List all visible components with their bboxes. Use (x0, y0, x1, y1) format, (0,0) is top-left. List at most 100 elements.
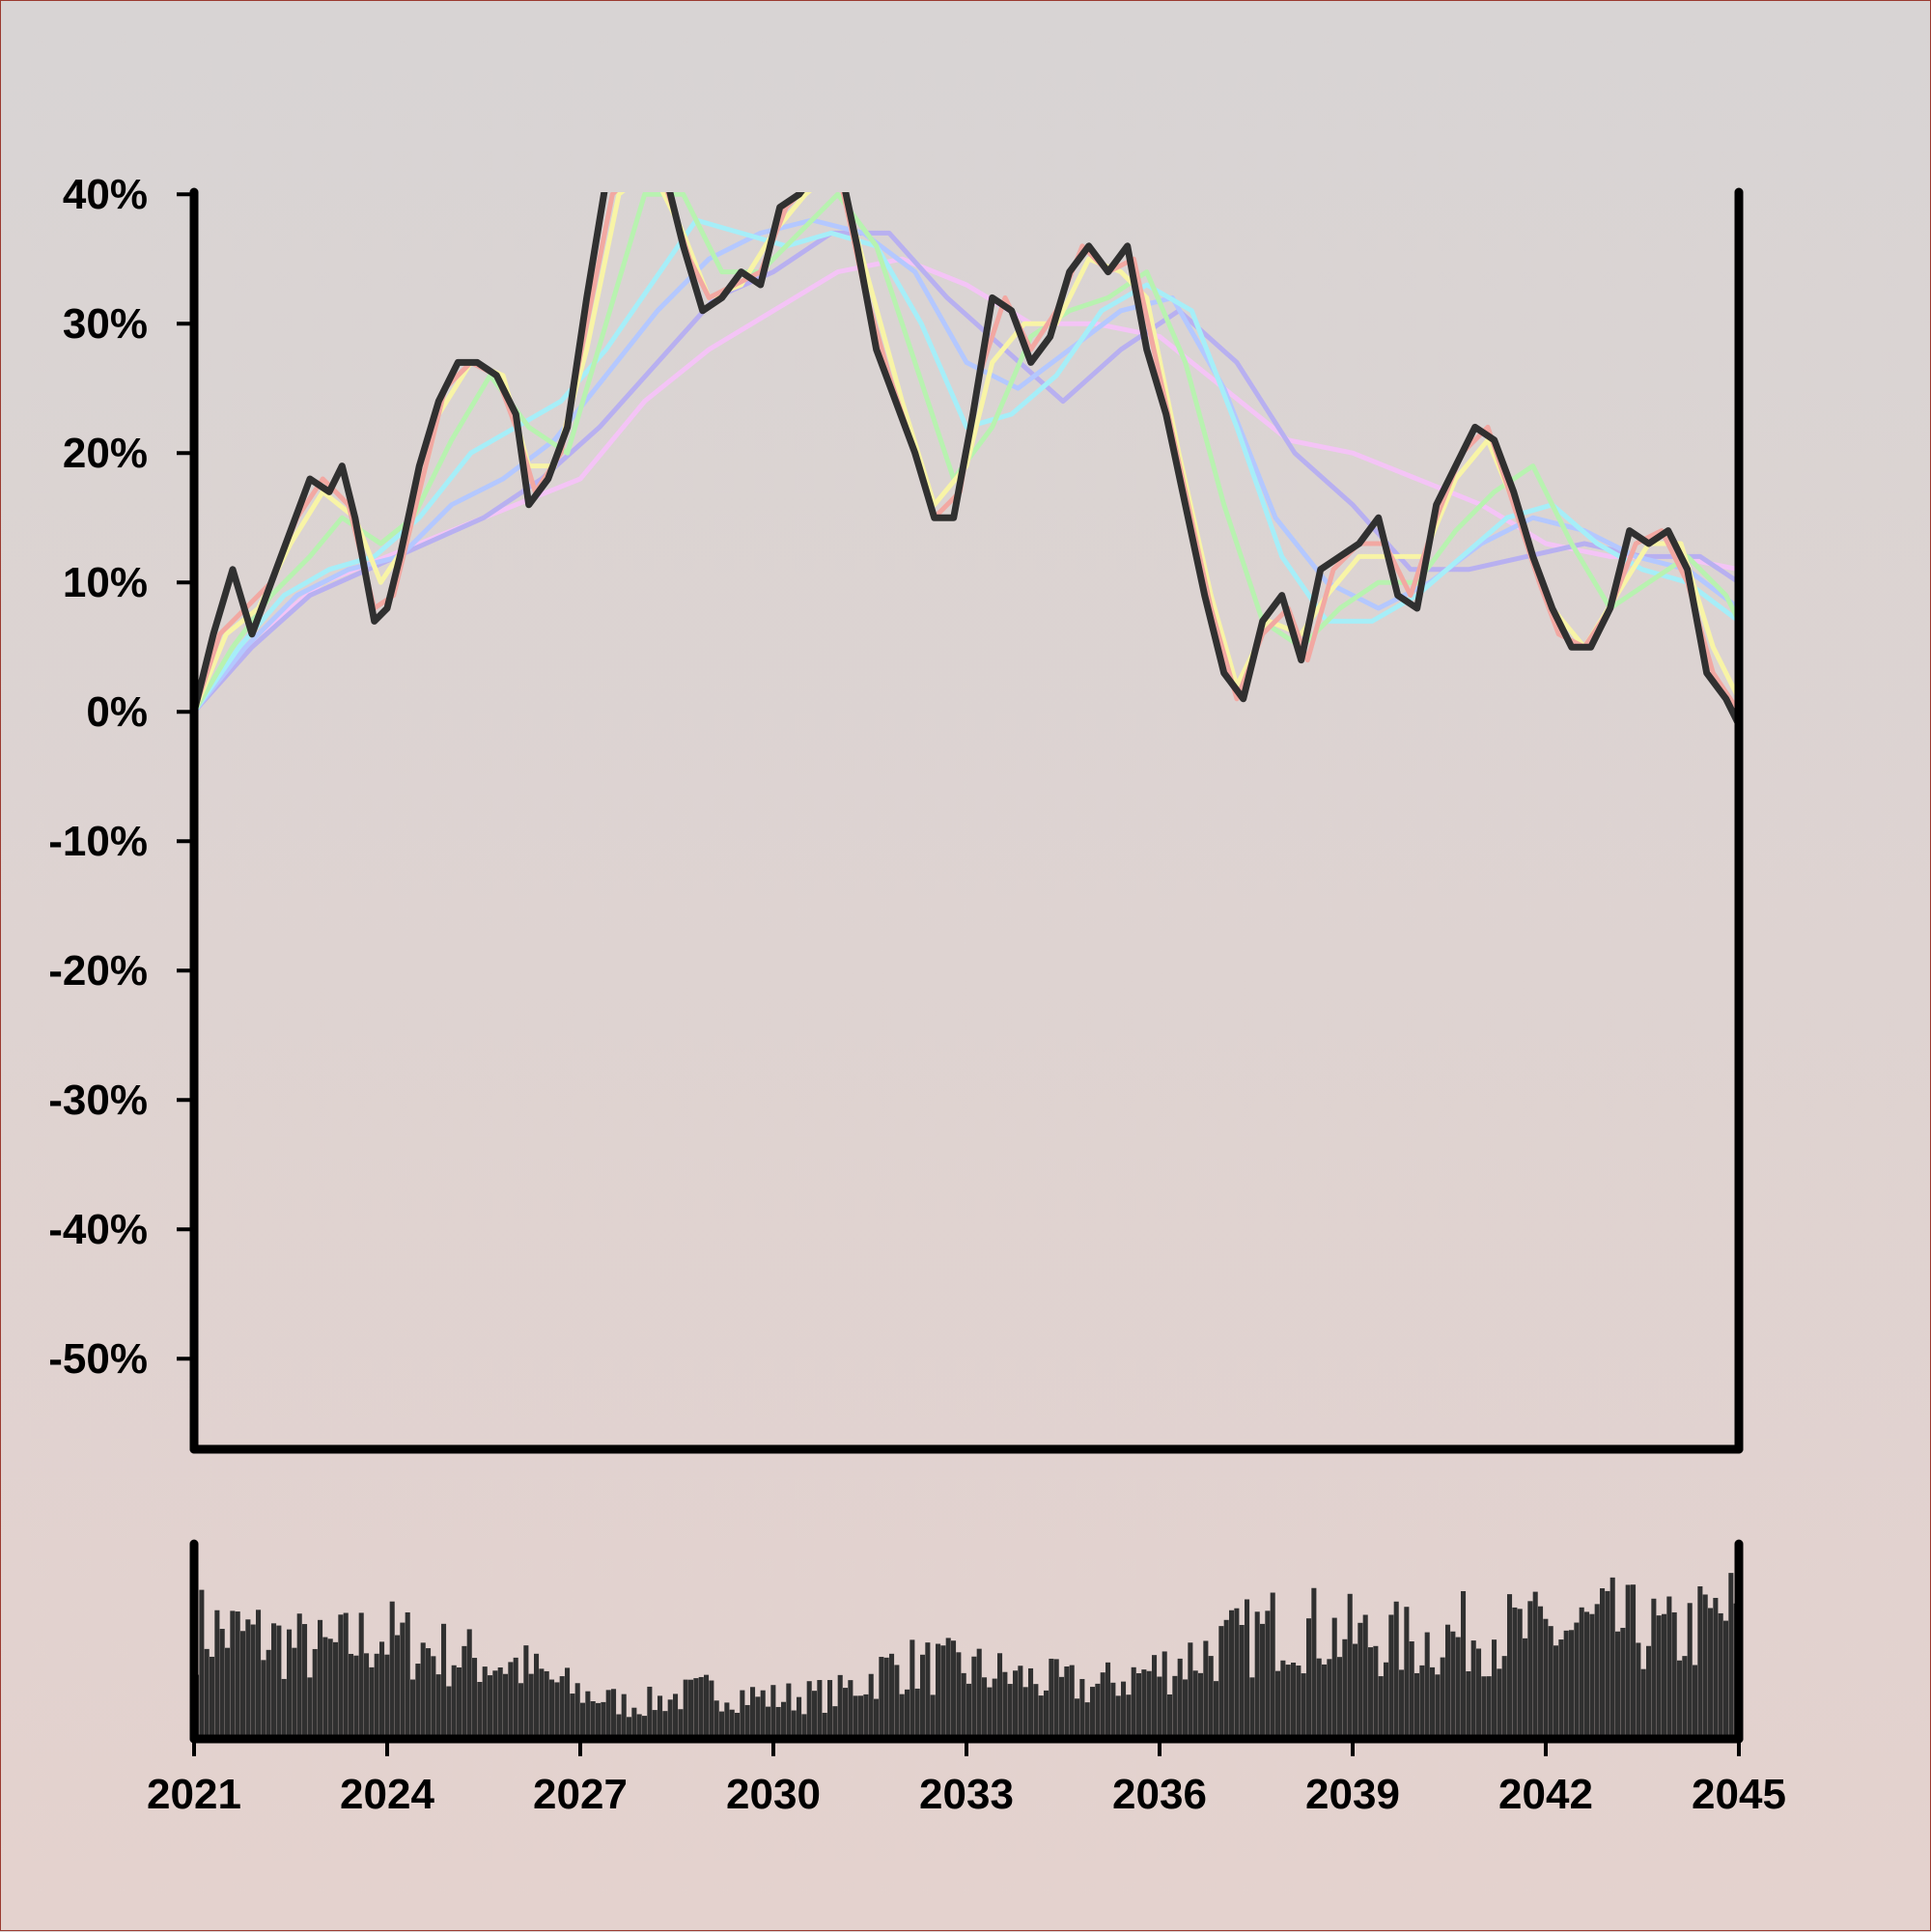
volume-bar (822, 1712, 827, 1739)
volume-bar (1188, 1642, 1193, 1739)
volume-bar (883, 1657, 889, 1739)
x-tick-label: 2039 (1305, 1771, 1400, 1818)
volume-bar (667, 1699, 673, 1739)
volume-bar (899, 1694, 905, 1739)
volume-bar (554, 1682, 560, 1739)
volume-bar (920, 1654, 926, 1739)
volume-bar (894, 1665, 900, 1739)
x-tick-label: 2030 (726, 1771, 821, 1818)
volume-bar (523, 1645, 529, 1739)
volume-bar (462, 1645, 467, 1739)
series-line-6 (194, 230, 1739, 714)
volume-bar (1563, 1630, 1569, 1739)
volume-bar (781, 1701, 787, 1739)
volume-bar (1646, 1645, 1652, 1739)
volume-bar (827, 1680, 833, 1739)
volume-bar (1161, 1651, 1167, 1739)
volume-bar (1100, 1672, 1105, 1739)
volume-bar (1285, 1665, 1291, 1739)
volume-bar (1079, 1678, 1085, 1739)
volume-bar (497, 1667, 503, 1739)
volume-bar (1331, 1617, 1337, 1739)
volume-bar (760, 1690, 766, 1739)
volume-bar (1260, 1623, 1266, 1739)
volume-bar (349, 1653, 354, 1739)
volume-bar (1548, 1626, 1553, 1739)
volume-bar (1470, 1640, 1476, 1739)
volume-bar (740, 1690, 745, 1739)
volume-bar (1218, 1626, 1224, 1739)
volume-bar (235, 1611, 240, 1739)
volume-bar (570, 1694, 575, 1739)
volume-bar (1615, 1631, 1621, 1739)
volume-bar (709, 1680, 714, 1739)
y-tick-label: 20% (63, 430, 148, 477)
volume-bar (1311, 1587, 1317, 1739)
volume-bar (312, 1648, 318, 1739)
volume-bar (559, 1676, 565, 1739)
volume-bar (1322, 1664, 1328, 1739)
volume-bar (1450, 1631, 1456, 1739)
x-tick-label: 2033 (919, 1771, 1014, 1818)
volume-bar (1002, 1671, 1008, 1739)
volume-bar (951, 1640, 957, 1739)
volume-bar (1342, 1638, 1348, 1739)
volume-bar (400, 1622, 406, 1739)
y-tick-label: 0% (86, 688, 148, 736)
y-tick-label: -30% (48, 1077, 148, 1124)
volume-bar (698, 1676, 704, 1739)
volume-bar (744, 1704, 750, 1739)
volume-bar (466, 1629, 472, 1739)
volume-bar (1728, 1573, 1734, 1739)
volume-bar (1022, 1687, 1028, 1739)
volume-bar (652, 1710, 658, 1739)
volume-bar (292, 1647, 297, 1739)
volume-bar (976, 1648, 982, 1739)
volume-bar (837, 1674, 843, 1739)
volume-bar (451, 1665, 457, 1739)
volume-bar (1059, 1676, 1065, 1739)
volume-bar (1214, 1681, 1219, 1739)
volume-bar (435, 1674, 441, 1739)
volume-bar (230, 1610, 236, 1739)
volume-bar (1306, 1618, 1312, 1739)
volume-bar (1440, 1657, 1445, 1739)
volume-bar (889, 1653, 895, 1739)
volume-bar (601, 1701, 606, 1739)
volume-bar (1203, 1640, 1209, 1739)
volume-bar (1507, 1594, 1513, 1739)
volume-bar (770, 1685, 776, 1739)
volume-bar (1527, 1601, 1533, 1739)
volume-bar (1677, 1660, 1683, 1739)
volume-bar (1492, 1639, 1497, 1739)
volume-bar (580, 1702, 586, 1739)
volume-bar (693, 1678, 699, 1739)
volume-bar (1270, 1592, 1275, 1739)
volume-bar (508, 1662, 514, 1739)
volume-bar (735, 1713, 741, 1739)
volume-bar (1172, 1675, 1178, 1739)
volume-bar (719, 1711, 725, 1739)
volume-bar (688, 1679, 694, 1739)
volume-bar (1625, 1584, 1631, 1739)
volume-bar (1157, 1676, 1162, 1739)
volume-bar (1620, 1627, 1626, 1739)
volume-bar (832, 1706, 838, 1739)
volume-bar (636, 1714, 642, 1739)
volume-bar (1517, 1609, 1523, 1739)
volume-bar (596, 1702, 602, 1739)
volume-bar (1682, 1656, 1688, 1739)
volume-bar (729, 1709, 735, 1739)
volume-bar (1497, 1668, 1502, 1739)
volume-bar (1301, 1673, 1306, 1739)
volume-bar (1044, 1690, 1049, 1739)
volume-bar (1532, 1591, 1538, 1739)
y-tick-label: -50% (48, 1335, 148, 1383)
volume-bar (1198, 1672, 1204, 1739)
volume-bar (250, 1624, 256, 1739)
volume-bar (1265, 1610, 1271, 1739)
volume-bar (775, 1706, 781, 1739)
volume-bar (1049, 1658, 1054, 1739)
